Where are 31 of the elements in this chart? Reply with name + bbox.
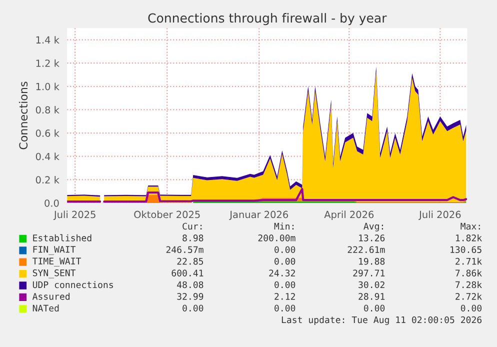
y-tick-label: 0.6 k [36,129,60,137]
legend-label: Assured [32,292,70,300]
y-tick-label: 0.4 k [36,152,60,160]
x-tick-label: Januar 2026 [229,210,288,220]
chart-title: Connections through firewall - by year [148,13,387,26]
text: 48.08 0.00 30.02 7.28k [177,281,482,288]
y-tick-label: 1.0 k [36,82,60,90]
text: 600.41 24.32 297.71 7.86k [172,269,482,276]
legend-label: SYN_SENT [32,269,76,278]
text: 32.99 2.12 28.91 2.72k [177,292,482,300]
text: Cur: Min: Avg: Max: [182,222,480,232]
text: Last update: Tue Aug 11 02:00:05 2026 [282,316,482,325]
text: 246.57m 0.00 222.61m 130.65 [166,246,482,254]
y-axis-title: Connections [18,82,28,150]
x-tick-label: April 2026 [324,210,374,220]
y-tick-label: 0.2 k [36,176,60,184]
text: 0.00 0.00 0.00 0.00 [182,304,482,312]
y-tick-label: 1.2 k [36,59,60,67]
x-tick-label: Oktober 2025 [134,210,200,218]
text: 22.85 0.00 19.88 2.71k [177,258,482,265]
y-tick-label: 1.4 k [36,36,60,44]
x-tick-label: Juli 2025 [53,210,96,220]
legend-label: UDP connections [32,281,113,288]
text: 8.98 200.00m 13.26 1.82k [182,234,482,242]
legend-label: NATed [32,304,59,312]
legend-label: TIME_WAIT [32,258,82,266]
x-tick-label: Juli 2026 [418,210,461,220]
legend-label: FIN_WAIT [33,246,76,255]
y-tick-label: 0.0 [44,199,59,207]
legend-label: Established [33,234,92,242]
y-tick-label: 0.8 k [36,106,60,114]
